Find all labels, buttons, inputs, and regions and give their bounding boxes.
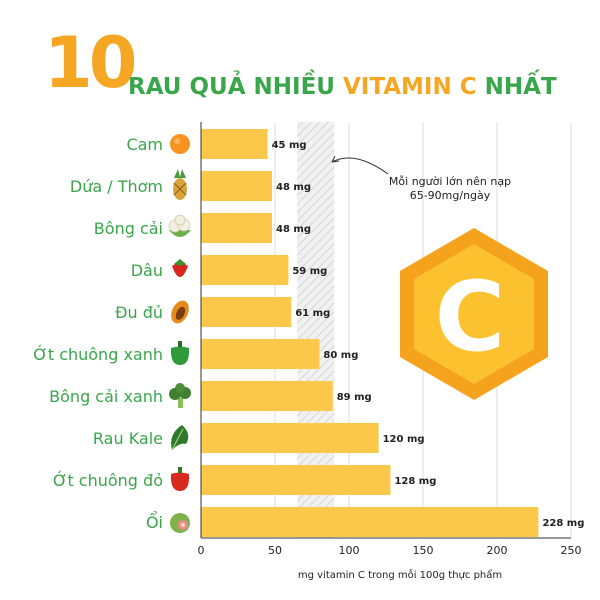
- x-tick-label: 100: [339, 544, 360, 557]
- bar: [201, 507, 539, 537]
- bar: [201, 423, 379, 453]
- bar-value-label: 45 mg: [272, 140, 307, 151]
- bar-value-label: 61 mg: [295, 308, 330, 319]
- title-part-2: VITAMIN C: [342, 74, 477, 100]
- bar-value-label: 120 mg: [383, 434, 425, 445]
- recommendation-arrowhead: [331, 155, 340, 163]
- category-label: Ớt chuông xanh: [33, 345, 163, 364]
- bar-value-label: 48 mg: [276, 182, 311, 193]
- bar: [201, 381, 333, 411]
- title-part-3: NHẤT: [476, 74, 557, 100]
- x-axis-label: mg vitamin C trong mỗi 100g thực phẩm: [298, 568, 502, 581]
- x-tick-label: 150: [413, 544, 434, 557]
- bar-value-label: 48 mg: [276, 224, 311, 235]
- bar-value-label: 128 mg: [394, 476, 436, 487]
- bar: [201, 339, 320, 369]
- category-label: Ổi: [146, 511, 163, 532]
- orange-icon: [170, 134, 190, 154]
- kale-icon: [171, 425, 189, 451]
- strawberry-icon: [172, 259, 188, 277]
- title-part-1: RAU QUẢ NHIỀU: [128, 74, 343, 100]
- category-label: Ớt chuông đỏ: [53, 471, 163, 490]
- category-label: Bông cải: [94, 219, 163, 238]
- category-label: Cam: [126, 135, 163, 154]
- x-tick-label: 0: [198, 544, 205, 557]
- pineapple-icon: [173, 169, 187, 200]
- recommendation-arrow: [331, 157, 389, 175]
- broccoli-icon: [169, 383, 191, 408]
- category-label: Đu đủ: [115, 303, 163, 322]
- recommendation-line-1: Mỗi người lớn nên nạp: [389, 175, 511, 188]
- bar-value-label: 80 mg: [323, 350, 358, 361]
- logo-hexagon-inner: [414, 244, 534, 384]
- category-label: Rau Kale: [93, 429, 163, 448]
- x-tick-label: 200: [487, 544, 508, 557]
- green-pepper-icon: [170, 341, 190, 365]
- bar-value-label: 89 mg: [337, 392, 372, 403]
- cauliflower-icon: [168, 214, 191, 237]
- category-label: Dâu: [131, 261, 163, 280]
- title-number: 10: [44, 22, 137, 104]
- page-title: RAU QUẢ NHIỀU VITAMIN C NHẤT: [128, 72, 557, 102]
- x-tick-label: 50: [268, 544, 282, 557]
- bar: [201, 465, 391, 495]
- bar: [201, 213, 273, 243]
- guava-icon: [170, 513, 190, 533]
- bar: [201, 129, 268, 159]
- papaya-icon: [171, 300, 189, 324]
- recommendation-line-2: 65-90mg/ngày: [410, 189, 491, 202]
- bar-value-label: 59 mg: [292, 266, 327, 277]
- category-label: Bông cải xanh: [49, 387, 163, 406]
- x-tick-label: 250: [561, 544, 582, 557]
- category-label: Dứa / Thơm: [70, 177, 163, 196]
- bar-value-label: 228 mg: [542, 518, 584, 529]
- bar: [201, 171, 273, 201]
- vitamin-c-logo: C: [400, 228, 548, 400]
- logo-letter: C: [435, 261, 505, 373]
- bar: [201, 255, 289, 285]
- bar: [201, 297, 292, 327]
- red-pepper-icon: [170, 467, 190, 491]
